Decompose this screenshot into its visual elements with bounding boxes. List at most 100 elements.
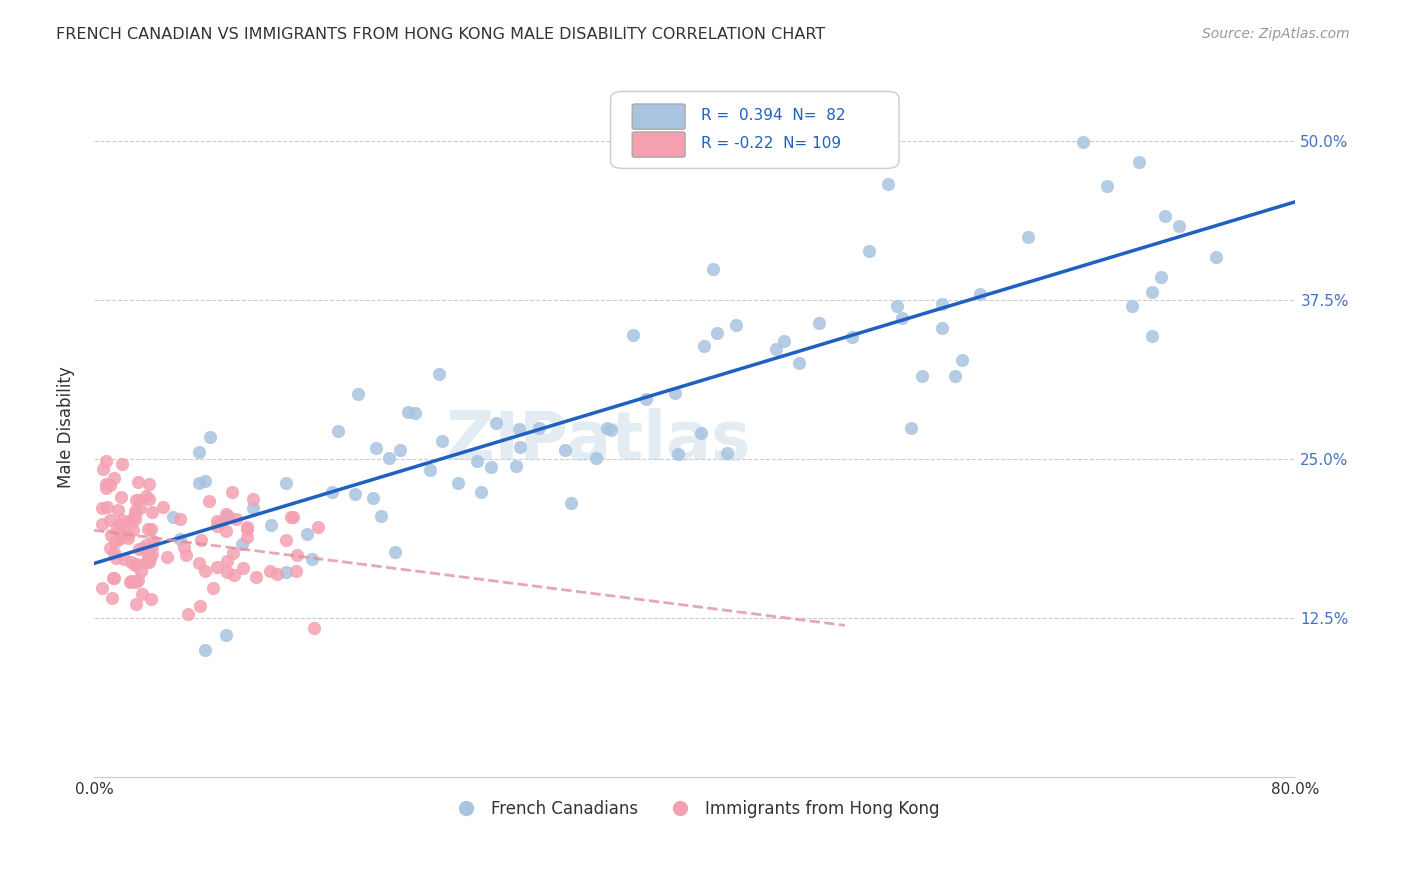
Point (1121, 299, 1143, 313)
Point (285, 564, 308, 578)
Point (90, 581, 112, 595)
Point (236, 522, 259, 536)
Point (231, 537, 253, 551)
Point (447, 475, 470, 490)
Point (242, 501, 264, 516)
Point (1154, 209, 1177, 223)
Point (621, 328, 644, 343)
Point (124, 574, 146, 589)
Text: Source: ZipAtlas.com: Source: ZipAtlas.com (1202, 27, 1350, 41)
Point (236, 530, 259, 544)
Point (347, 387, 370, 401)
Point (404, 406, 426, 420)
Point (328, 424, 350, 438)
Point (505, 458, 527, 473)
Point (224, 568, 246, 582)
Point (560, 496, 582, 510)
Point (232, 561, 254, 575)
Point (693, 339, 716, 353)
Point (135, 555, 157, 569)
Point (169, 512, 191, 526)
Point (120, 574, 142, 589)
Point (127, 573, 149, 587)
Point (706, 326, 728, 340)
Point (787, 356, 810, 370)
Point (122, 523, 145, 537)
Point (135, 538, 157, 552)
Point (205, 560, 228, 574)
Point (110, 524, 132, 539)
Point (702, 262, 724, 277)
Point (321, 485, 343, 500)
Point (950, 353, 973, 368)
Point (90, 517, 112, 532)
Point (599, 423, 621, 437)
Point (98, 541, 121, 555)
Point (886, 299, 908, 313)
Point (285, 548, 308, 562)
Point (131, 587, 153, 601)
Point (194, 564, 217, 578)
Point (221, 485, 243, 500)
Point (260, 518, 283, 533)
Legend: French Canadians, Immigrants from Hong Kong: French Canadians, Immigrants from Hong K… (443, 793, 946, 824)
Point (188, 444, 211, 458)
Point (198, 493, 221, 508)
Point (138, 545, 160, 559)
Point (105, 550, 128, 565)
Point (1205, 250, 1227, 264)
Point (430, 434, 453, 448)
Point (103, 571, 125, 585)
Text: ZIPatlas: ZIPatlas (446, 409, 751, 475)
Point (201, 582, 224, 596)
Point (427, 367, 450, 381)
Point (125, 597, 148, 611)
Point (100, 528, 122, 542)
Point (111, 457, 134, 471)
Point (396, 405, 419, 419)
Point (141, 539, 163, 553)
Point (111, 513, 134, 527)
Point (236, 520, 259, 534)
Point (388, 442, 411, 457)
Point (509, 440, 531, 454)
Point (127, 475, 149, 490)
Point (1168, 219, 1191, 233)
Point (124, 511, 146, 525)
Point (215, 507, 238, 521)
Point (527, 421, 550, 435)
Point (274, 533, 297, 548)
Point (135, 489, 157, 503)
Point (858, 244, 880, 258)
Point (274, 566, 297, 580)
Point (103, 471, 125, 485)
Point (169, 532, 191, 546)
FancyBboxPatch shape (633, 132, 685, 157)
Point (139, 592, 162, 607)
Point (890, 310, 912, 325)
Point (1128, 155, 1150, 169)
Point (125, 557, 148, 571)
Point (105, 519, 128, 533)
Point (141, 547, 163, 561)
Point (193, 642, 215, 657)
Point (173, 540, 195, 554)
Point (177, 607, 200, 621)
Point (104, 535, 127, 549)
Point (668, 447, 690, 461)
Point (117, 528, 139, 542)
Point (132, 541, 155, 555)
Point (301, 552, 323, 566)
Point (366, 441, 388, 455)
Point (138, 491, 160, 506)
Point (91, 462, 114, 476)
Point (142, 533, 165, 548)
Point (361, 491, 384, 505)
Point (931, 296, 953, 310)
Point (280, 510, 302, 524)
Point (190, 533, 212, 548)
Point (176, 548, 198, 562)
Point (479, 460, 502, 475)
Point (108, 531, 131, 545)
Point (96, 481, 118, 495)
